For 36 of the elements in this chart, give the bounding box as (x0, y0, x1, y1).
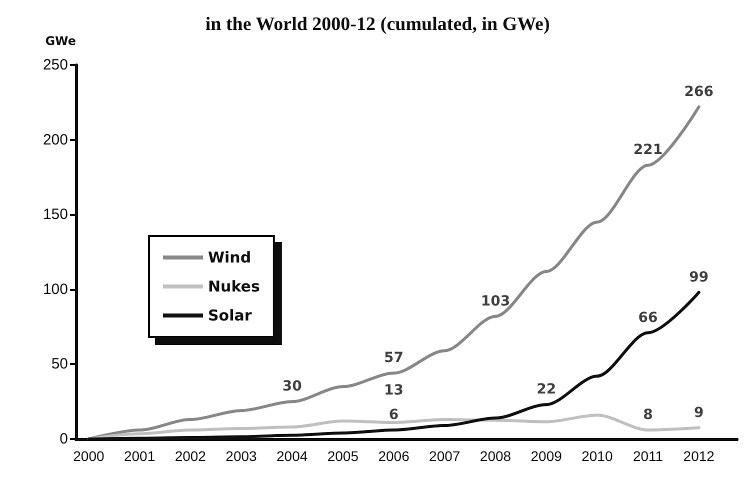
y-tick-label: 100 (42, 280, 68, 298)
annotation: 221 (633, 142, 663, 158)
x-tick-label: 2006 (378, 448, 410, 464)
annotation: 9 (694, 404, 704, 421)
y-tick-label: 200 (42, 131, 68, 148)
annotation: 6 (388, 407, 399, 424)
x-tick-label: 2005 (327, 448, 359, 464)
x-tick-label: 2011 (632, 448, 664, 464)
annotation: 266 (684, 84, 714, 100)
y-tick-label: 50 (51, 356, 68, 373)
x-tick-label: 2002 (174, 448, 206, 464)
x-tick-label: 2008 (480, 448, 512, 464)
annotation: 30 (282, 378, 302, 395)
legend-label: Wind (208, 248, 252, 266)
annotation: 8 (643, 407, 653, 424)
legend-label: Solar (208, 306, 252, 324)
y-tick-label: 0 (60, 430, 68, 448)
x-tick-label: 2003 (226, 448, 258, 464)
y-tick-label: 250 (42, 56, 68, 74)
x-tick-label: 2009 (530, 448, 562, 464)
x-tick-label: 2010 (582, 448, 613, 464)
annotation: 99 (689, 269, 709, 286)
x-tick-label: 2000 (73, 448, 104, 464)
annotation: 66 (638, 310, 658, 326)
legend-label: Nukes (208, 278, 260, 296)
x-tick-label: 2007 (429, 448, 460, 464)
annotation: 22 (536, 382, 556, 398)
y-tick-label: 150 (42, 206, 68, 224)
chart-title: in the World 2000-12 (cumulated, in GWe) (205, 14, 550, 35)
x-tick-label: 2004 (276, 448, 308, 464)
x-tick-label: 2012 (683, 448, 715, 464)
annotation: 13 (384, 382, 404, 399)
x-tick-label: 2001 (124, 448, 156, 464)
y-axis-title: GWe (45, 34, 76, 48)
annotation: 57 (384, 350, 404, 366)
annotation: 103 (480, 293, 510, 310)
